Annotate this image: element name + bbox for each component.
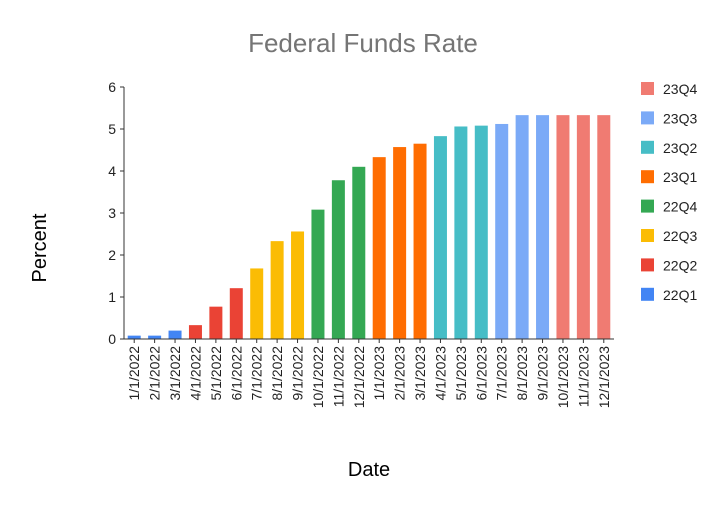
bar-10-1-2023: [556, 115, 570, 339]
legend-label-22Q1: 22Q1: [663, 287, 697, 303]
x-tick-label: 12/1/2023: [596, 346, 612, 408]
legend-label-23Q3: 23Q3: [663, 110, 697, 126]
x-tick-label: 1/1/2023: [371, 346, 387, 401]
legend-swatch-22Q2: [641, 258, 654, 272]
x-tick-label: 3/1/2022: [167, 346, 183, 401]
legend-swatch-23Q4: [641, 82, 654, 95]
bars: [127, 115, 611, 340]
bar-11-1-2022: [331, 180, 345, 339]
x-tick-label: 4/1/2022: [187, 346, 203, 401]
bar-7-1-2022: [250, 268, 264, 339]
y-tick-label: 6: [108, 79, 116, 95]
bar-7-1-2023: [495, 123, 509, 340]
legend-swatch-22Q3: [641, 229, 654, 242]
bar-11-1-2023: [576, 115, 590, 339]
x-tick-label: 6/1/2023: [473, 346, 489, 401]
x-tick-label: 11/1/2022: [330, 346, 346, 407]
x-tick-label: 3/1/2023: [412, 346, 428, 401]
bar-8-1-2023: [515, 115, 529, 339]
y-tick-label: 3: [108, 205, 116, 221]
legend-label-23Q4: 23Q4: [663, 81, 697, 97]
x-axis-ticks: 1/1/2022 2/1/2022 3/1/2022 4/1/2022 5/1/2022…: [126, 339, 612, 408]
legend-label-22Q4: 22Q4: [663, 199, 697, 215]
bar-12-1-2023: [597, 115, 611, 339]
x-tick-label: 9/1/2023: [535, 346, 551, 401]
x-tick-label: 11/1/2023: [575, 346, 591, 407]
legend: 23Q4 23Q3 23Q2 23Q1 22Q4 22Q3 22Q2 22Q1: [641, 81, 697, 303]
x-tick-label: 2/1/2023: [392, 346, 408, 401]
bar-6-1-2022: [229, 288, 243, 339]
bar-8-1-2022: [270, 241, 284, 339]
x-tick-label: 2/1/2022: [147, 346, 163, 401]
bar-10-1-2022: [311, 209, 325, 339]
x-tick-label: 12/1/2022: [351, 346, 367, 408]
bar-6-1-2023: [474, 125, 488, 339]
y-tick-label: 4: [108, 163, 116, 179]
y-tick-label: 0: [108, 331, 116, 347]
legend-label-23Q2: 23Q2: [663, 140, 697, 156]
bar-12-1-2022: [352, 166, 366, 339]
bar-5-1-2022: [209, 306, 223, 339]
chart-title: Federal Funds Rate: [248, 28, 478, 58]
bar-2-1-2023: [393, 147, 407, 339]
x-tick-label: 8/1/2023: [514, 346, 530, 401]
x-tick-label: 10/1/2023: [555, 346, 571, 408]
bar-5-1-2023: [454, 126, 468, 339]
legend-label-22Q3: 22Q3: [663, 228, 697, 244]
x-tick-label: 4/1/2023: [432, 346, 448, 401]
y-axis-title: Percent: [29, 213, 51, 282]
legend-label-23Q1: 23Q1: [663, 169, 697, 185]
bar-3-1-2023: [413, 143, 427, 339]
bar-1-1-2023: [372, 157, 386, 339]
legend-swatch-23Q3: [641, 111, 654, 125]
y-tick-label: 1: [108, 289, 116, 305]
x-tick-label: 7/1/2022: [249, 346, 265, 401]
legend-swatch-23Q2: [641, 140, 654, 154]
legend-swatch-22Q4: [641, 199, 654, 213]
x-axis-title: Date: [348, 459, 390, 481]
bar-4-1-2023: [433, 136, 447, 339]
x-tick-label: 6/1/2022: [228, 346, 244, 401]
x-tick-label: 8/1/2022: [269, 346, 285, 401]
bar-2-1-2022: [148, 335, 162, 339]
x-tick-label: 5/1/2023: [453, 346, 469, 401]
x-tick-label: 7/1/2023: [494, 346, 510, 401]
bar-1-1-2022: [127, 335, 141, 339]
bar-4-1-2022: [188, 325, 202, 339]
x-tick-label: 5/1/2022: [208, 346, 224, 401]
y-tick-label: 5: [108, 121, 116, 137]
legend-label-22Q2: 22Q2: [663, 257, 697, 273]
bar-3-1-2022: [168, 330, 182, 339]
y-tick-label: 2: [108, 247, 116, 263]
x-tick-label: 9/1/2022: [290, 346, 306, 401]
x-tick-label: 1/1/2022: [126, 346, 142, 401]
legend-swatch-22Q1: [641, 287, 654, 301]
bar-9-1-2022: [291, 231, 305, 339]
legend-swatch-23Q1: [641, 170, 654, 184]
x-tick-label: 10/1/2022: [310, 346, 326, 408]
y-axis-ticks: 0 1 2 3 4 5 6: [108, 79, 124, 347]
bar-9-1-2023: [536, 115, 550, 339]
